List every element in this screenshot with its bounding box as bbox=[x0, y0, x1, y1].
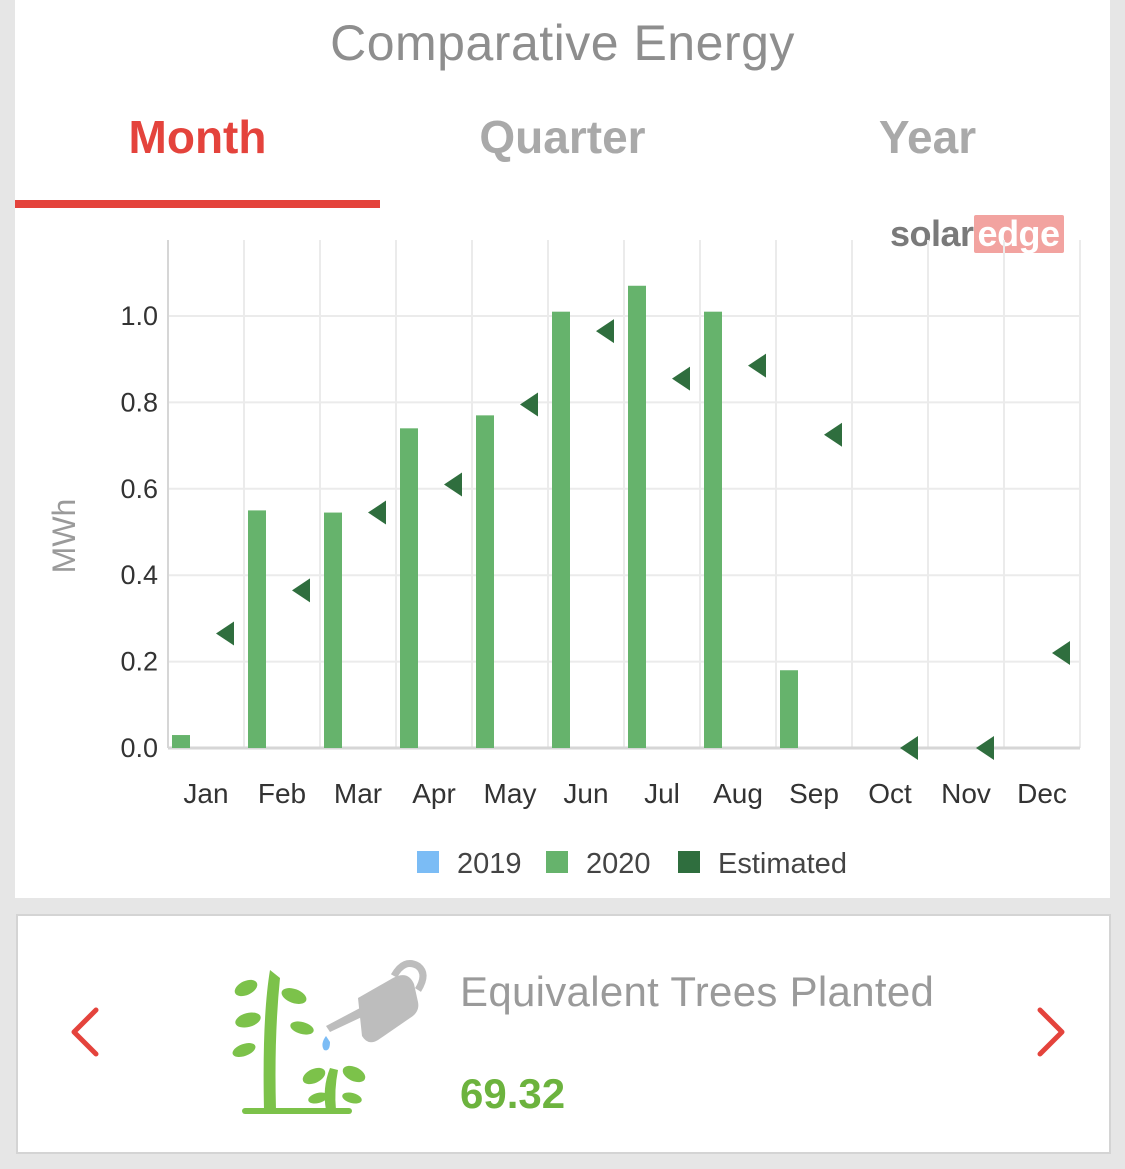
x-tick-label: Oct bbox=[868, 778, 912, 809]
page-title: Comparative Energy bbox=[330, 15, 795, 71]
legend-label: Estimated bbox=[718, 848, 847, 880]
chevron-right-icon[interactable] bbox=[1024, 1002, 1074, 1062]
metric-label: Equivalent Trees Planted bbox=[460, 968, 935, 1015]
energy-chart: 0.0 0.2 0.4 0.6 0.8 1.0 MWh Jan Feb Mar Apr May Jun J… bbox=[46, 240, 1081, 880]
x-tick-label: Feb bbox=[258, 778, 306, 809]
y-axis-label: MWh bbox=[46, 499, 82, 574]
x-tick-label: May bbox=[484, 778, 537, 809]
comparative-energy-card: Comparative Energy Month Quarter Year so… bbox=[15, 0, 1110, 898]
estimated-marker-feb bbox=[292, 578, 310, 603]
estimated-marker-oct bbox=[900, 736, 918, 760]
estimated-marker-may bbox=[520, 392, 538, 417]
metric-value: 69.32 bbox=[460, 1070, 566, 1117]
legend-label: 2020 bbox=[586, 848, 651, 880]
bar-2020-aug bbox=[704, 311, 722, 748]
x-tick-label: Apr bbox=[412, 778, 456, 809]
y-tick-label: 1.0 bbox=[120, 301, 158, 331]
period-tabs: Month Quarter Year bbox=[15, 110, 1110, 210]
y-tick-label: 0.2 bbox=[120, 647, 158, 677]
bar-2020-mar bbox=[324, 512, 342, 748]
x-tick-label: Jul bbox=[644, 778, 680, 809]
y-tick-label: 0.4 bbox=[120, 560, 158, 590]
bar-2020-jun bbox=[552, 311, 570, 748]
estimated-marker-jan bbox=[216, 621, 234, 646]
estimated-marker-jul bbox=[672, 366, 690, 391]
logo-text-solar: solar bbox=[890, 213, 974, 254]
active-tab-indicator bbox=[15, 200, 380, 208]
x-tick-label: Jun bbox=[563, 778, 608, 809]
legend-label: 2019 bbox=[457, 848, 522, 880]
bar-2020-apr bbox=[400, 428, 418, 748]
x-tick-label: Sep bbox=[789, 778, 839, 809]
x-tick-label: Nov bbox=[941, 778, 991, 809]
x-tick-label: Aug bbox=[713, 778, 763, 809]
bar-2020-feb bbox=[248, 510, 266, 748]
estimated-marker-mar bbox=[368, 500, 386, 525]
logo-text-edge: edge bbox=[973, 215, 1064, 253]
chevron-left-icon[interactable] bbox=[64, 1002, 114, 1062]
estimated-marker-dec bbox=[1052, 640, 1070, 665]
tree-watering-icon bbox=[232, 960, 427, 1114]
y-tick-label: 0.6 bbox=[120, 474, 158, 504]
bar-2020-sep bbox=[780, 670, 798, 748]
tab-quarter[interactable]: Quarter bbox=[479, 111, 646, 163]
estimated-marker-apr bbox=[444, 472, 462, 497]
x-tick-label: Mar bbox=[334, 778, 382, 809]
legend-swatch bbox=[417, 851, 439, 873]
legend-swatch bbox=[546, 851, 568, 873]
y-tick-label: 0.8 bbox=[120, 387, 158, 417]
estimated-marker-sep bbox=[824, 422, 842, 447]
tab-year[interactable]: Year bbox=[878, 111, 977, 163]
estimated-marker-aug bbox=[748, 353, 766, 378]
estimated-marker-nov bbox=[976, 736, 994, 760]
x-tick-label: Dec bbox=[1017, 778, 1067, 809]
legend-swatch bbox=[678, 851, 700, 873]
bar-2020-jul bbox=[628, 285, 646, 748]
x-tick-label: Jan bbox=[183, 778, 228, 809]
tab-month[interactable]: Month bbox=[128, 111, 267, 163]
bar-2020-jan bbox=[172, 735, 190, 748]
estimated-marker-jun bbox=[596, 319, 614, 344]
bar-2020-may bbox=[476, 415, 494, 748]
solaredge-logo: solar edge bbox=[890, 213, 1064, 255]
y-tick-label: 0.0 bbox=[120, 733, 158, 763]
equivalent-trees-card: Equivalent Trees Planted 69.32 bbox=[16, 914, 1111, 1154]
